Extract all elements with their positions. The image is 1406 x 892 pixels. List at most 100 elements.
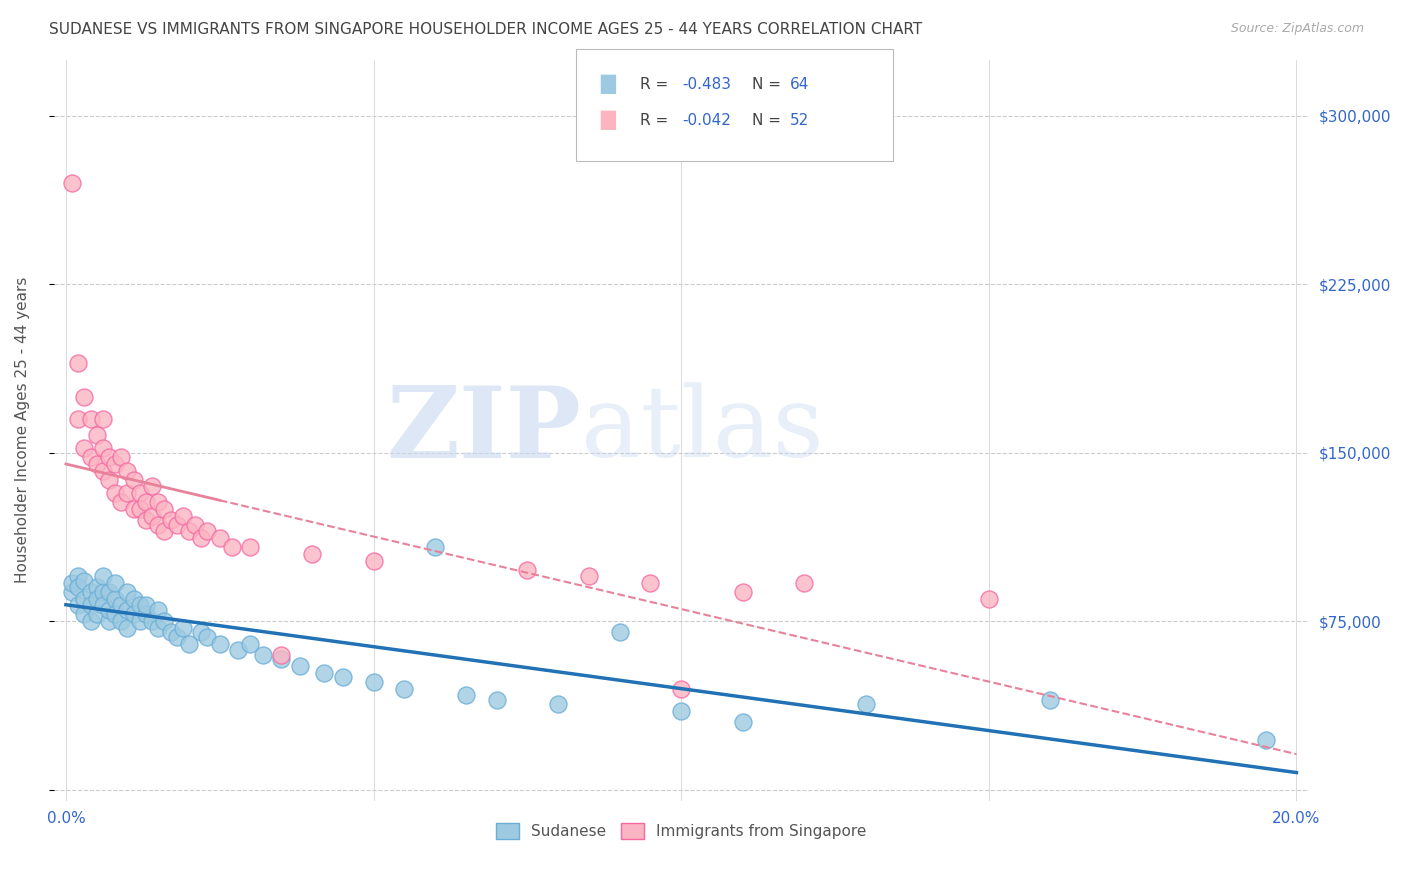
Point	[67, 569, 90, 583]
Text: -0.483: -0.483	[682, 78, 731, 92]
Point	[128, 501, 150, 516]
Text: █: █	[600, 111, 616, 130]
Point	[117, 603, 139, 617]
Point	[86, 427, 108, 442]
Point	[394, 681, 416, 696]
Point	[197, 524, 219, 539]
Point	[141, 508, 163, 523]
Point	[60, 576, 83, 591]
Point	[731, 585, 754, 599]
Point	[197, 630, 219, 644]
Point	[239, 540, 262, 554]
Point	[609, 625, 631, 640]
Point	[166, 517, 188, 532]
Point	[104, 486, 127, 500]
Point	[363, 553, 385, 567]
Point	[135, 495, 157, 509]
Legend: Sudanese, Immigrants from Singapore: Sudanese, Immigrants from Singapore	[489, 817, 873, 845]
Text: 52: 52	[790, 113, 810, 128]
Point	[73, 591, 96, 606]
Point	[128, 599, 150, 613]
Point	[208, 531, 231, 545]
Point	[669, 681, 692, 696]
Point	[91, 412, 114, 426]
Point	[110, 450, 132, 465]
Point	[288, 659, 311, 673]
Text: R =: R =	[640, 78, 673, 92]
Point	[141, 479, 163, 493]
Point	[91, 569, 114, 583]
Point	[1254, 733, 1277, 747]
Point	[122, 607, 145, 622]
Text: █: █	[600, 75, 616, 95]
Point	[159, 625, 181, 640]
Point	[122, 591, 145, 606]
Point	[363, 674, 385, 689]
Point	[270, 648, 292, 662]
Point	[67, 356, 90, 370]
Point	[977, 591, 1000, 606]
Point	[485, 693, 508, 707]
Point	[60, 585, 83, 599]
Point	[184, 517, 207, 532]
Point	[135, 513, 157, 527]
Point	[148, 603, 170, 617]
Point	[73, 574, 96, 588]
Point	[110, 599, 132, 613]
Point	[67, 412, 90, 426]
Point	[148, 517, 170, 532]
Point	[110, 495, 132, 509]
Point	[1039, 693, 1062, 707]
Text: Source: ZipAtlas.com: Source: ZipAtlas.com	[1230, 22, 1364, 36]
Point	[117, 464, 139, 478]
Point	[110, 614, 132, 628]
Point	[91, 441, 114, 455]
Point	[855, 698, 877, 712]
Text: N =: N =	[752, 113, 786, 128]
Point	[547, 698, 569, 712]
Point	[141, 614, 163, 628]
Point	[793, 576, 815, 591]
Point	[104, 457, 127, 471]
Point	[117, 486, 139, 500]
Point	[117, 621, 139, 635]
Point	[454, 688, 477, 702]
Point	[79, 585, 101, 599]
Point	[98, 603, 121, 617]
Point	[73, 441, 96, 455]
Point	[79, 450, 101, 465]
Point	[270, 652, 292, 666]
Point	[86, 457, 108, 471]
Point	[91, 464, 114, 478]
Point	[208, 637, 231, 651]
Point	[314, 665, 336, 680]
Point	[148, 621, 170, 635]
Point	[104, 576, 127, 591]
Point	[117, 585, 139, 599]
Point	[640, 576, 662, 591]
Point	[423, 540, 446, 554]
Point	[172, 508, 194, 523]
Point	[86, 591, 108, 606]
Point	[122, 473, 145, 487]
Point	[60, 176, 83, 190]
Text: ZIP: ZIP	[385, 382, 581, 479]
Point	[98, 585, 121, 599]
Point	[98, 473, 121, 487]
Point	[159, 513, 181, 527]
Point	[91, 599, 114, 613]
Point	[669, 704, 692, 718]
Point	[332, 670, 354, 684]
Point	[226, 643, 249, 657]
Point	[86, 581, 108, 595]
Point	[135, 607, 157, 622]
Point	[79, 614, 101, 628]
Point	[516, 562, 538, 576]
Point	[86, 607, 108, 622]
Text: -0.042: -0.042	[682, 113, 731, 128]
Point	[67, 599, 90, 613]
Point	[73, 390, 96, 404]
Point	[79, 412, 101, 426]
Point	[148, 495, 170, 509]
Point	[91, 585, 114, 599]
